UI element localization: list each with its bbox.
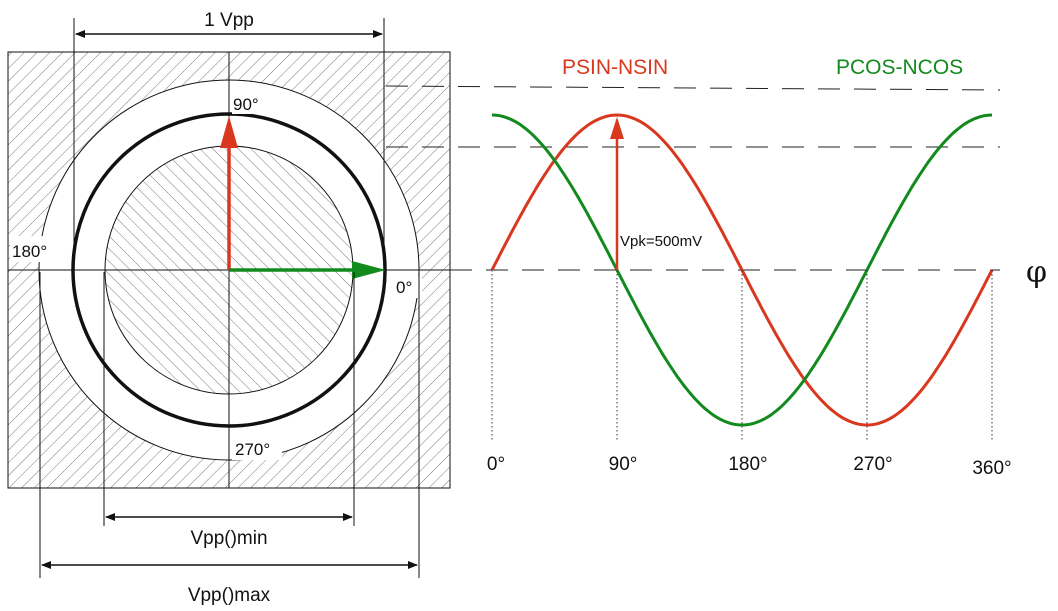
legend-cosine: PCOS-NCOS [836, 56, 963, 79]
vppmax-label: Vpp()max [188, 585, 271, 606]
dashed-line-outer [385, 85, 1001, 91]
amplitude-arrowhead [610, 117, 624, 139]
cosine-wave-line [491, 113, 993, 427]
label-bg-0 [392, 276, 422, 298]
label-bg-270 [232, 438, 282, 460]
tick-label-360: 360° [972, 458, 1011, 479]
angle-label-270: 270° [235, 440, 270, 459]
tick-label-180: 180° [728, 454, 767, 475]
angle-label-0: 0° [396, 278, 412, 297]
dimensions: 1 Vpp Vpp()min Vpp()max [39, 10, 420, 606]
phi-symbol: φ [1026, 255, 1047, 290]
angle-label-90: 90° [233, 95, 259, 114]
sine-phasor-arrowhead [220, 116, 238, 148]
label-bg-90 [232, 92, 270, 114]
vpp-label: 1 Vpp [204, 10, 254, 31]
tick-label-270: 270° [853, 454, 892, 475]
label-bg-180 [10, 236, 64, 262]
vppmin-label: Vpp()min [190, 528, 267, 549]
reference-lines [385, 85, 1001, 271]
phasor-diagram: 90° 180° 0° 270° [7, 51, 451, 489]
cosine-phasor-arrowhead [352, 261, 386, 279]
phase-axis-ticks: 0° 90° 180° 270° 360° [487, 270, 1012, 479]
angle-label-180: 180° [12, 242, 47, 261]
vpk-label: Vpk=500mV [620, 233, 702, 250]
legend-sine: PSIN-NSIN [562, 56, 668, 79]
tick-label-0: 0° [487, 454, 505, 475]
tick-label-90: 90° [609, 454, 638, 475]
